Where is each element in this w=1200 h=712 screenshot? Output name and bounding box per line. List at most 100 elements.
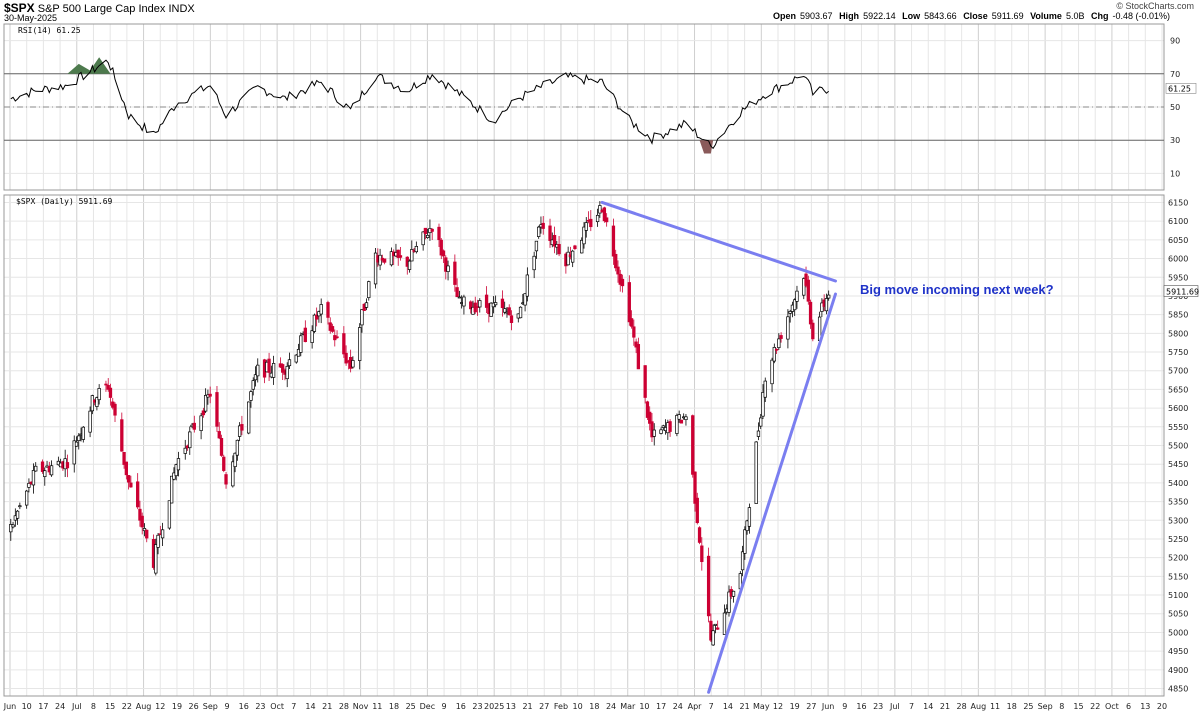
price-tick-label: 4900 xyxy=(1168,666,1188,675)
candle-body xyxy=(25,490,29,506)
x-tick-label: Jul xyxy=(71,702,82,711)
price-tick-label: 6050 xyxy=(1168,236,1188,245)
candle-body xyxy=(614,253,618,269)
candle-body xyxy=(11,524,15,528)
candle-body xyxy=(693,471,697,504)
candle-body xyxy=(747,507,752,527)
candle-body xyxy=(122,451,126,465)
x-tick-label: 17 xyxy=(656,702,666,711)
candle-body xyxy=(566,251,570,266)
x-tick-label: Mar xyxy=(620,702,636,711)
candle-body xyxy=(90,395,95,412)
candle-body xyxy=(786,316,790,340)
x-tick-label: 21 xyxy=(522,702,532,711)
candle-body xyxy=(351,360,355,368)
price-tick-label: 5000 xyxy=(1168,628,1188,637)
candle-body xyxy=(251,380,255,390)
candle-body xyxy=(518,306,523,319)
x-tick-label: Jun xyxy=(821,702,835,711)
x-tick-label: 12 xyxy=(773,702,783,711)
price-tick-label: 5950 xyxy=(1168,273,1188,282)
candle-body xyxy=(584,222,588,231)
candle-body xyxy=(281,364,285,373)
candle-body xyxy=(154,544,158,574)
price-tick-label: 5850 xyxy=(1168,311,1188,320)
annotation-text: Big move incoming next week? xyxy=(860,282,1054,297)
candle-body xyxy=(240,424,244,431)
candle-body xyxy=(235,439,240,456)
candle-body xyxy=(267,358,271,373)
candle-body xyxy=(215,392,219,427)
candle-body xyxy=(648,411,652,424)
candle-body xyxy=(534,240,539,252)
candle-body xyxy=(256,364,260,377)
x-tick-label: Apr xyxy=(688,702,703,711)
x-tick-label: 17 xyxy=(38,702,48,711)
price-tick-label: 5100 xyxy=(1168,591,1188,600)
candle-body xyxy=(65,462,70,469)
candle-body xyxy=(677,414,681,420)
price-tick-label: 5500 xyxy=(1168,442,1188,451)
x-tick-label: 9 xyxy=(842,702,847,711)
candle-body xyxy=(192,422,196,430)
x-tick-label: Oct xyxy=(270,702,284,711)
price-tick-label: 5350 xyxy=(1168,498,1188,507)
price-tick-label: 4950 xyxy=(1168,647,1188,656)
rsi-y-ticks: 10 30 50 70 90 xyxy=(1170,37,1180,179)
x-tick-label: 11 xyxy=(990,702,1000,711)
candle-body xyxy=(706,555,711,617)
exchange: INDX xyxy=(168,3,195,15)
candle-body xyxy=(437,226,441,241)
candle-body xyxy=(711,630,715,646)
x-tick-label: Oct xyxy=(1105,702,1119,711)
candle-body xyxy=(140,515,144,528)
candle-body xyxy=(136,481,140,508)
close-label: Close xyxy=(963,11,988,21)
candle-body xyxy=(310,330,314,343)
high-label: High xyxy=(839,11,860,21)
x-tick-label: 23 xyxy=(255,702,265,711)
candle-body xyxy=(691,415,695,475)
candle-body xyxy=(552,234,557,247)
candle-body xyxy=(695,497,699,524)
candle-body xyxy=(484,294,489,308)
rsi-tick-label: 10 xyxy=(1170,169,1180,178)
price-tick-label: 5150 xyxy=(1168,572,1188,581)
x-tick-label: 20 xyxy=(1157,702,1167,711)
candle-body xyxy=(439,239,443,256)
x-tick-label: 13 xyxy=(506,702,516,711)
candle-body xyxy=(802,278,806,296)
candle-body xyxy=(645,401,650,418)
candle-body xyxy=(523,293,527,306)
price-tick-label: 5400 xyxy=(1168,479,1188,488)
candle-body xyxy=(627,282,631,323)
candle-body xyxy=(396,249,400,258)
candle-body xyxy=(138,508,142,521)
candle-body xyxy=(113,403,117,416)
candle-body xyxy=(589,218,593,228)
candle-body xyxy=(774,348,779,351)
candle-body xyxy=(756,430,761,437)
candle-body xyxy=(342,333,346,355)
candle-body xyxy=(407,260,412,270)
price-grid xyxy=(4,195,1164,696)
candle-body xyxy=(548,225,552,241)
candle-body xyxy=(679,419,684,424)
candle-body xyxy=(652,429,656,437)
trendlines xyxy=(600,200,837,694)
candle-body xyxy=(444,257,448,272)
candle-body xyxy=(296,349,301,357)
candle-body xyxy=(611,225,616,257)
x-tick-label: 9 xyxy=(442,702,447,711)
candle-body xyxy=(740,551,745,571)
price-panel-label: $SPX (Daily) 5911.69 xyxy=(16,197,113,206)
candle-body xyxy=(537,226,541,237)
x-tick-label: 25 xyxy=(406,702,416,711)
chg-label: Chg xyxy=(1090,11,1109,21)
candle-body xyxy=(557,244,561,255)
x-tick-label: Nov xyxy=(353,702,369,711)
candle-body xyxy=(43,470,47,477)
x-tick-label: 25 xyxy=(1023,702,1033,711)
candle-body xyxy=(632,326,636,338)
candles xyxy=(9,201,831,646)
